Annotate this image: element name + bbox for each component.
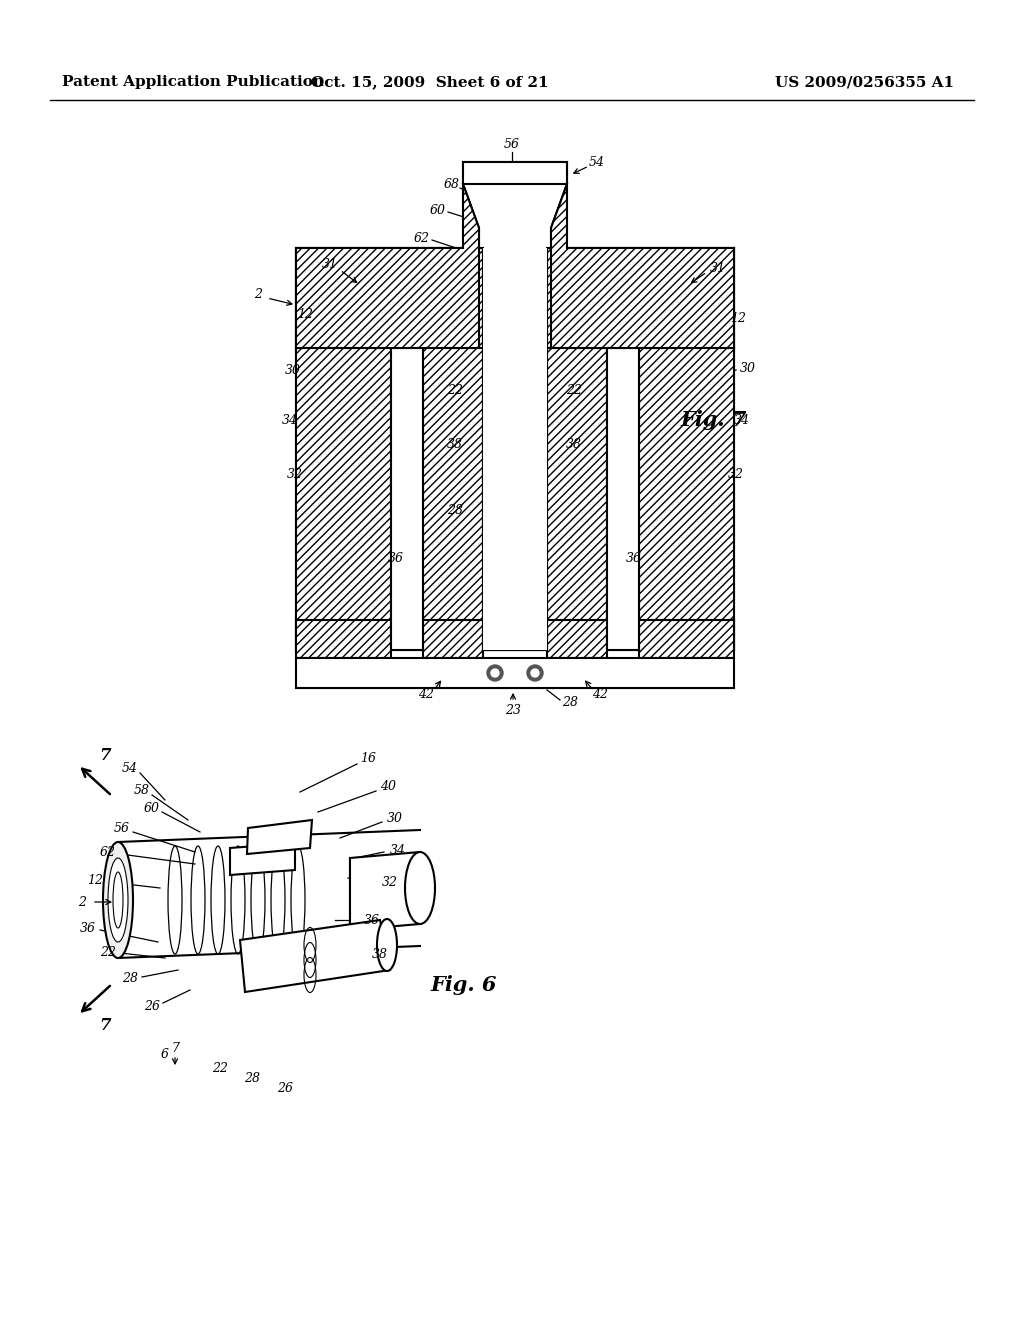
Polygon shape bbox=[607, 348, 639, 649]
Text: 58: 58 bbox=[134, 784, 150, 796]
Text: 22: 22 bbox=[212, 1061, 228, 1074]
Text: 56: 56 bbox=[504, 139, 520, 152]
Text: 28: 28 bbox=[122, 972, 138, 985]
Text: 54: 54 bbox=[122, 762, 138, 775]
Polygon shape bbox=[551, 183, 734, 348]
Text: 54: 54 bbox=[589, 156, 605, 169]
Polygon shape bbox=[423, 348, 483, 649]
Text: 16: 16 bbox=[360, 751, 376, 764]
Text: 7: 7 bbox=[99, 1016, 111, 1034]
Polygon shape bbox=[350, 851, 420, 931]
Text: 36: 36 bbox=[364, 913, 380, 927]
Text: 30: 30 bbox=[740, 362, 756, 375]
Circle shape bbox=[490, 669, 499, 677]
Polygon shape bbox=[483, 248, 547, 649]
Text: 22: 22 bbox=[566, 384, 582, 396]
Polygon shape bbox=[240, 920, 390, 993]
Text: 34: 34 bbox=[734, 413, 750, 426]
Polygon shape bbox=[230, 843, 295, 875]
Text: Fig. 6: Fig. 6 bbox=[430, 975, 497, 995]
Polygon shape bbox=[391, 348, 423, 649]
Polygon shape bbox=[463, 162, 567, 649]
Polygon shape bbox=[296, 620, 391, 657]
Text: 38: 38 bbox=[566, 438, 582, 451]
Ellipse shape bbox=[103, 842, 133, 958]
Text: 38: 38 bbox=[447, 438, 463, 451]
Text: 7: 7 bbox=[99, 747, 111, 763]
Polygon shape bbox=[423, 620, 483, 657]
Polygon shape bbox=[547, 348, 607, 649]
Circle shape bbox=[527, 665, 543, 681]
Polygon shape bbox=[639, 620, 734, 657]
Polygon shape bbox=[483, 248, 547, 348]
Circle shape bbox=[531, 669, 539, 677]
Text: 2: 2 bbox=[254, 289, 262, 301]
Text: 42: 42 bbox=[418, 689, 434, 701]
Text: Fig. 7: Fig. 7 bbox=[680, 411, 746, 430]
Text: 12: 12 bbox=[730, 312, 746, 325]
Polygon shape bbox=[296, 248, 515, 348]
Polygon shape bbox=[296, 657, 734, 688]
Text: 38: 38 bbox=[372, 949, 388, 961]
Polygon shape bbox=[463, 162, 567, 183]
Polygon shape bbox=[547, 620, 607, 657]
Text: 34: 34 bbox=[390, 843, 406, 857]
Polygon shape bbox=[483, 248, 547, 649]
Text: 28: 28 bbox=[447, 503, 463, 516]
Text: 68: 68 bbox=[444, 178, 460, 191]
Text: 31: 31 bbox=[322, 259, 338, 272]
Text: 26: 26 bbox=[278, 1081, 293, 1094]
Circle shape bbox=[487, 665, 503, 681]
Ellipse shape bbox=[113, 873, 123, 928]
Text: 28: 28 bbox=[244, 1072, 260, 1085]
Text: 56: 56 bbox=[114, 821, 130, 834]
Text: 62: 62 bbox=[100, 846, 116, 858]
Text: 32: 32 bbox=[382, 875, 398, 888]
Text: 23: 23 bbox=[505, 704, 521, 717]
Text: 12: 12 bbox=[87, 874, 103, 887]
Text: US 2009/0256355 A1: US 2009/0256355 A1 bbox=[775, 75, 954, 88]
Text: 12: 12 bbox=[297, 309, 313, 322]
Text: 60: 60 bbox=[144, 801, 160, 814]
Ellipse shape bbox=[377, 919, 397, 972]
Text: Oct. 15, 2009  Sheet 6 of 21: Oct. 15, 2009 Sheet 6 of 21 bbox=[311, 75, 549, 88]
Text: 32: 32 bbox=[728, 469, 744, 482]
Text: 30: 30 bbox=[387, 812, 403, 825]
Text: 42: 42 bbox=[592, 689, 608, 701]
Polygon shape bbox=[296, 183, 479, 348]
Polygon shape bbox=[296, 348, 391, 649]
Text: 22: 22 bbox=[447, 384, 463, 396]
Text: 40: 40 bbox=[380, 780, 396, 792]
Text: 7: 7 bbox=[171, 1041, 179, 1055]
Text: 36: 36 bbox=[626, 552, 642, 565]
Text: 28: 28 bbox=[562, 696, 578, 709]
Ellipse shape bbox=[406, 851, 435, 924]
Text: 62: 62 bbox=[414, 231, 430, 244]
Text: 30: 30 bbox=[285, 363, 301, 376]
Ellipse shape bbox=[108, 858, 128, 942]
Text: 60: 60 bbox=[430, 203, 446, 216]
Text: 26: 26 bbox=[144, 999, 160, 1012]
Text: 22: 22 bbox=[100, 945, 116, 958]
Text: Patent Application Publication: Patent Application Publication bbox=[62, 75, 324, 88]
Text: 36: 36 bbox=[388, 552, 404, 565]
Text: 32: 32 bbox=[287, 469, 303, 482]
Text: 2: 2 bbox=[78, 895, 86, 908]
Text: 36: 36 bbox=[80, 921, 96, 935]
Text: 31: 31 bbox=[710, 261, 726, 275]
Polygon shape bbox=[247, 820, 312, 854]
Polygon shape bbox=[639, 348, 734, 649]
Text: 34: 34 bbox=[282, 413, 298, 426]
Polygon shape bbox=[515, 248, 734, 348]
Text: 6: 6 bbox=[161, 1048, 169, 1061]
